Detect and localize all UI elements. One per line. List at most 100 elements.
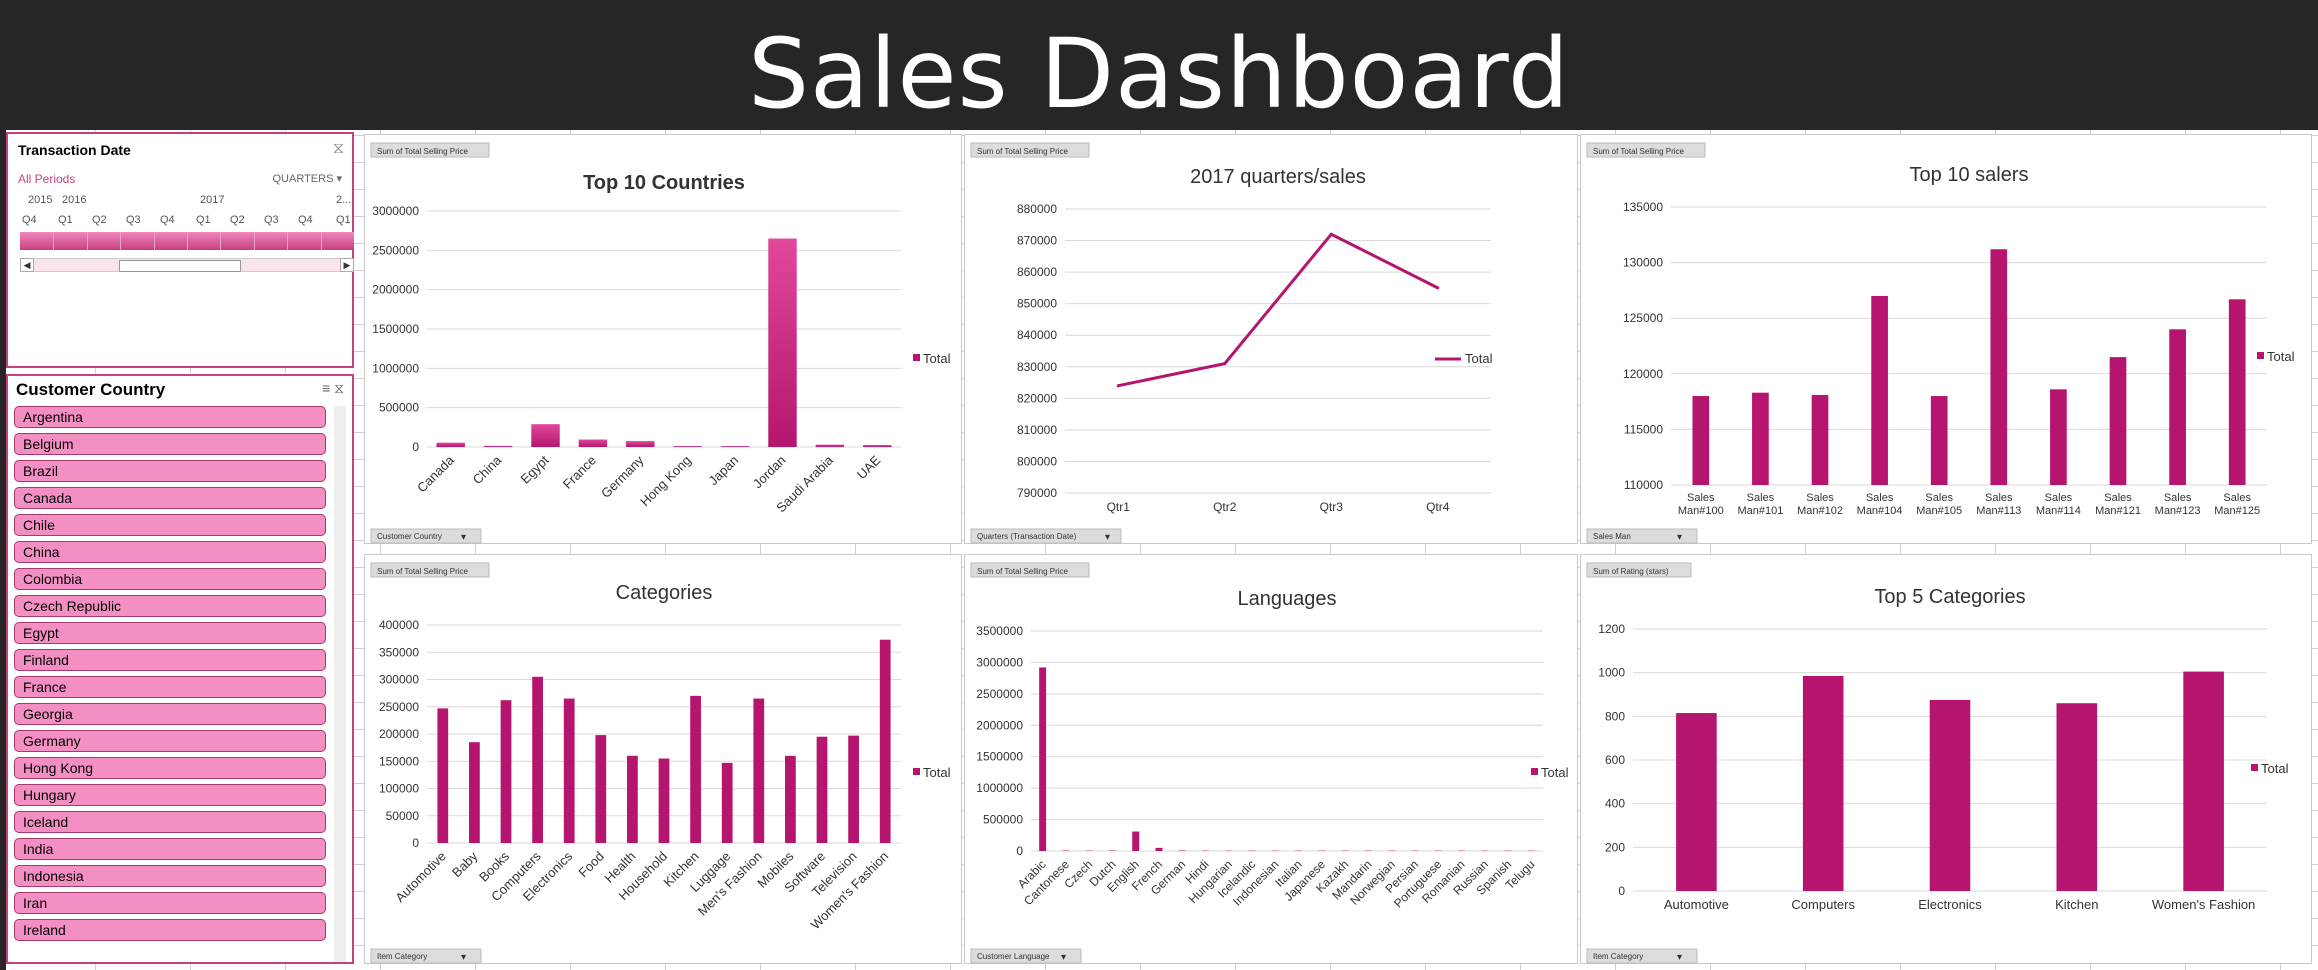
country-slicer-item[interactable]: Chile xyxy=(14,514,326,536)
timeline-tick xyxy=(253,232,255,250)
bar xyxy=(437,708,449,843)
country-slicer-item[interactable]: France xyxy=(14,676,326,698)
country-slicer-item[interactable]: Canada xyxy=(14,487,326,509)
bar xyxy=(626,441,655,447)
y-tick-label: 850000 xyxy=(1017,297,1057,311)
axis-field-button-bg xyxy=(1586,948,1698,964)
axis-field-button-label: Sales Man xyxy=(1593,532,1631,541)
filter-dropdown-icon: ▾ xyxy=(1677,532,1682,543)
axis-field-button-label: Customer Language xyxy=(977,952,1050,961)
timeline-quarter[interactable]: Q4 xyxy=(298,214,313,226)
axis-field-button-bg xyxy=(1586,528,1698,544)
country-slicer-item[interactable]: Argentina xyxy=(14,406,326,428)
bar xyxy=(2183,671,2224,891)
top10-countries-chart[interactable]: Sum of Total Selling Price Top 10 Countri… xyxy=(364,134,962,544)
categories-chart[interactable]: Sum of Total Selling Price Categories 0 500… xyxy=(364,554,962,964)
axis-field-button-bg xyxy=(970,948,1082,964)
slicer-scrollbar[interactable] xyxy=(334,406,346,962)
y-tick-label: 135000 xyxy=(1623,200,1663,214)
top5-categories-chart[interactable]: Sum of Rating (stars) Top 5 Categories 0 20… xyxy=(1580,554,2312,964)
bar xyxy=(563,698,575,843)
timeline-quarter[interactable]: Q2 xyxy=(230,214,245,226)
x-tick-line: Sales xyxy=(2223,492,2251,504)
axis-field-button: Sales Man ▾ xyxy=(1586,528,1698,544)
top10-salers-chart[interactable]: Sum of Total Selling Price Top 10 salers 1… xyxy=(1580,134,2312,544)
timeline-slicer[interactable]: Transaction Date ⧖ All Periods QUARTERS … xyxy=(6,132,354,368)
x-tick-label: Sales Man#114 xyxy=(2036,492,2081,517)
x-tick-label: Egypt xyxy=(518,452,552,486)
legend-swatch xyxy=(913,768,920,775)
x-tick-label: Qtr1 xyxy=(1107,500,1131,514)
timeline-quarter[interactable]: Q3 xyxy=(264,214,279,226)
timeline-quarter[interactable]: Q4 xyxy=(22,214,37,226)
bar xyxy=(1930,396,1948,485)
axis-field-button: Item Category ▾ xyxy=(1586,948,1698,964)
timeline-tick xyxy=(287,232,289,250)
field-button-bg xyxy=(1586,562,1692,578)
y-tick-label: 2000000 xyxy=(976,718,1023,732)
bar xyxy=(469,742,480,843)
y-tick-label: 150000 xyxy=(379,754,419,768)
chart-title: 2017 quarters/sales xyxy=(1190,166,1366,188)
line-point xyxy=(1329,232,1333,236)
quarters-2017-chart[interactable]: Sum of Total Selling Price 2017 quarters/… xyxy=(964,134,1578,544)
timeline-quarter[interactable]: Q2 xyxy=(92,214,107,226)
x-tick-line: Man#105 xyxy=(1916,505,1962,517)
languages-chart[interactable]: Sum of Total Selling Price Languages 0 5000… xyxy=(964,554,1578,964)
scroll-right-icon[interactable]: ▶ xyxy=(340,258,354,272)
country-slicer-item[interactable]: Finland xyxy=(14,649,326,671)
country-slicer-item[interactable]: Ireland xyxy=(14,919,326,941)
scroll-thumb[interactable] xyxy=(119,260,241,272)
field-button-bg xyxy=(1586,142,1706,158)
multi-select-icon[interactable]: ≡ xyxy=(322,380,331,396)
timeline-quarter[interactable]: Q1 xyxy=(58,214,73,226)
field-button-bg xyxy=(370,142,490,158)
y-tick-label: 0 xyxy=(1618,884,1625,898)
y-tick-label: 50000 xyxy=(386,809,420,823)
legend-label: Total xyxy=(2261,761,2289,776)
country-slicer-item[interactable]: Georgia xyxy=(14,703,326,725)
legend-swatch xyxy=(2251,764,2258,771)
country-slicer-item[interactable]: Hong Kong xyxy=(14,757,326,779)
country-slicer-item[interactable]: Germany xyxy=(14,730,326,752)
bar xyxy=(627,755,638,843)
country-slicer-item[interactable]: Czech Republic xyxy=(14,595,326,617)
x-tick-line: Man#121 xyxy=(2095,505,2141,517)
country-slicer-item[interactable]: Indonesia xyxy=(14,865,326,887)
legend-swatch xyxy=(913,354,920,361)
field-button-label: Sum of Total Selling Price xyxy=(977,147,1069,156)
clear-filter-icon[interactable]: ⧖ xyxy=(334,380,344,396)
filter-dropdown-icon: ▾ xyxy=(461,952,466,963)
timeline-quarter[interactable]: Q4 xyxy=(160,214,175,226)
country-slicer-item[interactable]: Brazil xyxy=(14,460,326,482)
timeline-tick xyxy=(86,232,88,250)
time-level-dropdown[interactable]: QUARTERS ▾ xyxy=(272,172,342,185)
y-tick-label: 115000 xyxy=(1624,422,1663,436)
y-tick-label: 3500000 xyxy=(976,624,1023,638)
country-slicer[interactable]: Customer Country ≡ ⧖ Argentina Belgium Bra… xyxy=(6,374,354,964)
country-slicer-item[interactable]: Hungary xyxy=(14,784,326,806)
axis-field-button-bg xyxy=(970,528,1122,544)
timeline-quarter[interactable]: Q1 xyxy=(336,214,351,226)
country-slicer-item[interactable]: Colombia xyxy=(14,568,326,590)
country-slicer-item[interactable]: Belgium xyxy=(14,433,326,455)
timeline-quarter[interactable]: Q3 xyxy=(126,214,141,226)
chart-title: Top 10 Countries xyxy=(583,172,745,194)
all-periods-link[interactable]: All Periods xyxy=(18,172,76,186)
country-slicer-item[interactable]: India xyxy=(14,838,326,860)
bar xyxy=(2056,703,2098,891)
timeline-scrollbar[interactable]: ◀ ▶ xyxy=(20,258,354,272)
clear-filter-icon[interactable]: ⧖ xyxy=(332,140,344,157)
timeline-quarter[interactable]: Q1 xyxy=(196,214,211,226)
timeline-years: 2015 2016 2017 2... xyxy=(18,194,358,210)
page-title: Sales Dashboard xyxy=(748,18,1570,130)
country-slicer-item[interactable]: China xyxy=(14,541,326,563)
scroll-left-icon[interactable]: ◀ xyxy=(20,258,34,272)
bar xyxy=(532,676,543,843)
country-slicer-item[interactable]: Egypt xyxy=(14,622,326,644)
country-slicer-item[interactable]: Iceland xyxy=(14,811,326,833)
y-tick-label: 2500000 xyxy=(372,243,419,257)
bar xyxy=(879,639,891,843)
x-tick-label: Sales Man#104 xyxy=(1857,492,1903,517)
country-slicer-item[interactable]: Iran xyxy=(14,892,326,914)
